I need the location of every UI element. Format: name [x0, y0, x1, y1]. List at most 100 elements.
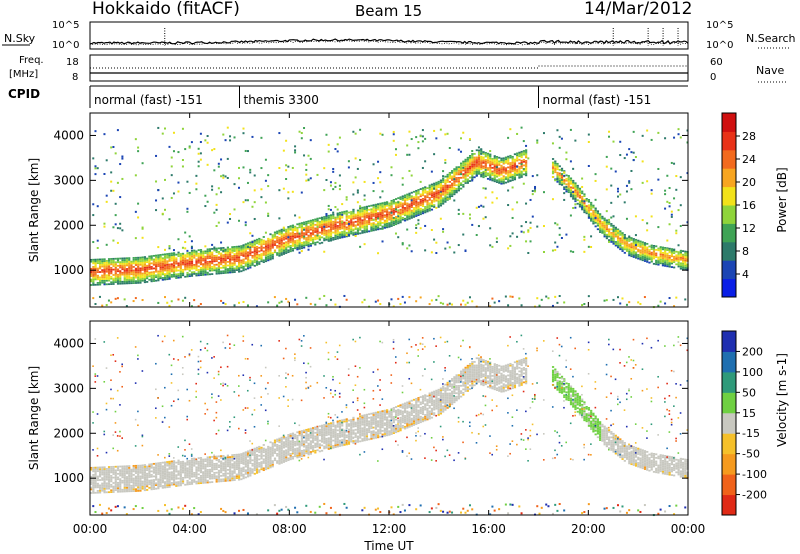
- power-cell: [493, 157, 496, 159]
- power-cell: [594, 217, 597, 220]
- power-cell: [630, 249, 633, 252]
- power-cell: [320, 232, 324, 235]
- power-cell: [303, 237, 306, 240]
- power-cell: [107, 263, 111, 266]
- power-cell: [244, 255, 247, 258]
- velocity-cell: [128, 488, 131, 491]
- power-cell: [152, 260, 155, 263]
- velocity-cell: [130, 486, 133, 489]
- power-cell: [377, 208, 380, 211]
- power-cell: [312, 231, 315, 234]
- power-cell: [141, 278, 144, 280]
- power-cell: [294, 245, 297, 248]
- power-cell: [668, 263, 671, 266]
- velocity-cell: [175, 461, 178, 464]
- power-cell: [121, 282, 124, 285]
- power-cell: [116, 181, 119, 184]
- velocity-cell: [231, 470, 234, 473]
- power-cell: [206, 253, 209, 256]
- power-cell: [361, 224, 364, 227]
- power-cell: [664, 193, 667, 196]
- power-cell: [119, 163, 122, 166]
- power-cell: [448, 246, 451, 249]
- power-cell: [114, 214, 117, 217]
- power-cell: [473, 156, 476, 159]
- power-cell: [370, 215, 373, 218]
- power-cell: [433, 195, 436, 198]
- velocity-cell: [168, 453, 171, 455]
- power-cell: [166, 260, 169, 263]
- velocity-cell: [96, 491, 99, 494]
- power-cell: [513, 167, 517, 170]
- velocity-cell: [155, 487, 158, 490]
- power-cell: [318, 222, 321, 225]
- power-cell: [401, 204, 404, 207]
- freq-label-line1: Freq.: [19, 55, 44, 66]
- power-cell: [502, 157, 505, 160]
- power-cell: [484, 166, 487, 169]
- velocity-cell: [175, 465, 178, 468]
- power-cell: [141, 272, 144, 275]
- velocity-cell: [179, 473, 182, 476]
- velocity-cell: [94, 466, 97, 469]
- power-cell: [621, 233, 624, 236]
- power-cell: [318, 242, 321, 245]
- power-cell: [415, 206, 418, 208]
- power-cell: [307, 229, 310, 232]
- velocity-cell: [101, 482, 104, 485]
- velocity-cell: [215, 433, 218, 435]
- power-cell: [516, 156, 519, 158]
- power-cell: [195, 182, 198, 185]
- velocity-cell: [170, 483, 173, 486]
- power-cell: [258, 255, 261, 258]
- velocity-cell: [141, 469, 144, 472]
- velocity-cell: [92, 466, 95, 469]
- velocity-cell: [148, 481, 151, 484]
- power-cell: [114, 261, 117, 264]
- velocity-cell: [215, 459, 218, 462]
- power-cell: [668, 254, 671, 257]
- power-cell: [166, 267, 169, 270]
- power-cell: [244, 254, 247, 256]
- power-cell: [480, 166, 483, 169]
- power-cell: [287, 236, 290, 239]
- velocity-cell: [146, 489, 149, 491]
- velocity-cell: [195, 470, 198, 472]
- power-cell: [556, 173, 559, 176]
- power-cell: [655, 252, 658, 255]
- velocity-cell: [161, 474, 164, 477]
- power-cell: [480, 159, 483, 162]
- power-cell: [634, 215, 637, 218]
- power-cell: [300, 241, 303, 244]
- power-cell: [105, 194, 108, 197]
- velocity-cell: [184, 476, 187, 479]
- power-cell: [639, 245, 642, 248]
- velocity-cell: [222, 455, 225, 457]
- velocity-cell: [213, 377, 215, 379]
- velocity-cell: [161, 421, 164, 423]
- colorbar-tick-label: 4: [742, 268, 749, 281]
- power-cell: [381, 218, 384, 221]
- power-cell: [195, 274, 198, 277]
- power-cell: [457, 178, 460, 181]
- power-cell: [473, 172, 476, 175]
- power-cell: [101, 265, 104, 268]
- power-cell: [531, 175, 534, 178]
- power-cell: [363, 209, 366, 212]
- velocity-cell: [155, 464, 158, 467]
- power-cell: [298, 216, 301, 219]
- power-cell: [260, 238, 263, 241]
- velocity-cell: [213, 463, 216, 465]
- velocity-cell: [222, 474, 225, 477]
- velocity-cell: [172, 469, 176, 472]
- power-cell: [435, 298, 438, 301]
- power-cell: [412, 207, 416, 209]
- power-cell: [137, 272, 140, 275]
- power-cell: [305, 238, 308, 241]
- velocity-cell: [116, 435, 119, 437]
- power-cell: [334, 223, 337, 226]
- power-cell: [507, 173, 510, 176]
- power-cell: [224, 261, 227, 263]
- power-cell: [625, 241, 629, 243]
